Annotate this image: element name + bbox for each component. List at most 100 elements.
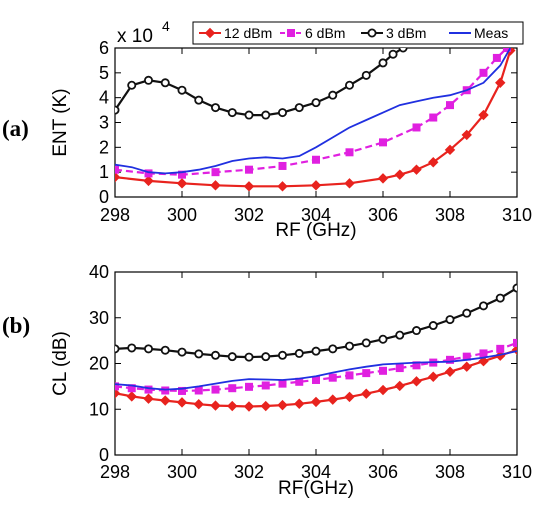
- data-point: [428, 321, 438, 331]
- data-point: [444, 366, 456, 377]
- x-tick-label: 306: [368, 462, 398, 482]
- data-point: [277, 108, 287, 118]
- data-point: [428, 157, 439, 168]
- series-3-dbm: [115, 48, 408, 120]
- panel-a: 298 300 302 304 306 308 310 0 1 2 3 4 5 6 RF (GHz) ENT …: [2, 18, 532, 241]
- x-axis-label: RF (GHz): [275, 220, 356, 241]
- data-point: [143, 175, 154, 187]
- data-point: [378, 58, 388, 68]
- data-point: [143, 75, 153, 85]
- x-tick-label: 300: [167, 462, 197, 482]
- legend-label: Meas: [474, 25, 508, 41]
- data-point: [178, 170, 186, 179]
- series-line: [115, 48, 512, 175]
- series-line: [115, 48, 508, 176]
- data-point: [204, 27, 216, 39]
- data-point: [395, 364, 404, 373]
- y-tick-label: 1: [99, 162, 109, 182]
- x-tick-label: 310: [502, 205, 532, 225]
- data-point: [461, 361, 472, 372]
- plot-series-group: [115, 283, 517, 412]
- data-point: [394, 169, 405, 180]
- data-point: [328, 90, 338, 100]
- data-point: [126, 391, 137, 402]
- legend: 12 dBm 6 dBm 3 dBm Meas: [192, 21, 524, 45]
- data-point: [429, 113, 438, 122]
- data-point: [211, 385, 220, 394]
- data-point: [294, 348, 304, 358]
- data-point: [398, 48, 408, 53]
- x-tick-label: 304: [301, 462, 331, 482]
- data-point: [210, 103, 220, 113]
- panel-b: 298 300 302 304 306 308 310 0 10 20 30 40 RF(GHz) CL …: [2, 262, 532, 499]
- data-point: [345, 371, 354, 380]
- data-point: [478, 301, 488, 311]
- data-point: [287, 29, 295, 37]
- data-point: [127, 80, 137, 90]
- data-point: [210, 350, 220, 360]
- data-point: [260, 400, 271, 412]
- data-point: [388, 49, 398, 59]
- y-tick-label: 2: [99, 137, 109, 157]
- data-point: [178, 386, 186, 395]
- data-point: [261, 110, 271, 120]
- data-point: [143, 344, 153, 354]
- x-tick-label: 308: [435, 205, 465, 225]
- data-point: [311, 98, 321, 108]
- data-point: [446, 101, 454, 110]
- y-tick-label: 4: [99, 88, 109, 108]
- data-point: [127, 343, 137, 353]
- data-point: [176, 178, 188, 189]
- data-point: [194, 386, 203, 395]
- data-point: [278, 161, 287, 170]
- data-point: [176, 397, 188, 408]
- series-meas: [115, 48, 512, 175]
- y-tick-label: 3: [99, 113, 109, 133]
- data-point: [245, 382, 253, 391]
- data-point: [277, 181, 288, 192]
- data-point: [461, 129, 472, 141]
- data-point: [177, 85, 187, 95]
- data-point: [227, 108, 237, 118]
- data-point: [115, 344, 120, 354]
- data-point: [160, 395, 171, 406]
- series-12-dbm: [115, 344, 517, 412]
- data-point: [210, 180, 221, 191]
- series-12-dbm: [115, 48, 516, 192]
- data-point: [411, 376, 422, 387]
- data-point: [446, 355, 454, 364]
- data-point: [495, 293, 505, 303]
- data-point: [344, 341, 354, 351]
- x-tick-label: 310: [502, 462, 532, 482]
- data-point: [345, 148, 354, 157]
- data-point: [462, 308, 472, 318]
- data-point: [227, 400, 238, 412]
- data-point: [115, 105, 120, 115]
- data-point: [361, 70, 371, 80]
- y-tick-label: 0: [99, 187, 109, 207]
- x-axis-label: RF(GHz): [278, 478, 354, 499]
- data-point: [310, 396, 322, 408]
- data-point: [495, 77, 506, 88]
- series-meas: [115, 350, 517, 391]
- data-point: [412, 123, 421, 132]
- legend-box: [192, 21, 524, 45]
- data-point: [328, 373, 337, 382]
- x-tick-label: 302: [234, 205, 264, 225]
- data-point: [379, 366, 387, 375]
- data-point: [367, 28, 377, 38]
- data-point: [144, 385, 153, 394]
- y-tick-label: 20: [89, 354, 109, 374]
- y-exponent-label: 4: [162, 18, 170, 34]
- y-tick-label: 30: [89, 308, 109, 328]
- panel-label: (a): [2, 116, 29, 141]
- data-point: [395, 330, 405, 340]
- data-point: [344, 80, 354, 90]
- data-point: [362, 369, 371, 378]
- data-point: [115, 388, 121, 399]
- data-point: [411, 164, 422, 175]
- plot-area: [114, 271, 518, 456]
- data-point: [194, 349, 204, 359]
- x-tick-label: 300: [167, 205, 197, 225]
